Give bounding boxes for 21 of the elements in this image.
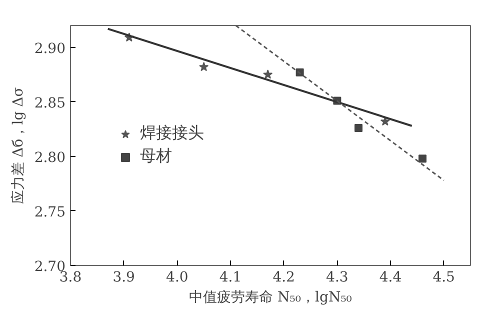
x-tick-label: 4.5 xyxy=(432,270,455,286)
legend-label: 母材 xyxy=(140,146,172,167)
x-tick-label: 4.4 xyxy=(379,270,402,286)
y-axis-title: 应力差 Δб，lg Δσ xyxy=(10,86,26,204)
point xyxy=(263,70,273,79)
x-tick-label: 4.2 xyxy=(272,270,295,286)
x-axis-title: 中值疲劳寿命 N₅₀，lgN₅₀ xyxy=(189,290,352,306)
legend-label: 焊接接头 xyxy=(140,123,204,144)
y-tick-label: 2.85 xyxy=(34,95,66,112)
y-tick-label: 2.75 xyxy=(34,204,66,220)
y-tick-label: 2.80 xyxy=(34,150,66,166)
x-tick-label: 4.3 xyxy=(326,270,348,286)
point xyxy=(380,116,390,126)
y-tick-label: 2.90 xyxy=(34,40,66,57)
point xyxy=(354,124,362,132)
x-tick-label: 4.1 xyxy=(219,270,242,286)
x-tick-label: 4.0 xyxy=(166,270,188,286)
point xyxy=(418,154,426,163)
x-tick-label: 3.8 xyxy=(59,270,82,286)
x-tick-label: 3.9 xyxy=(112,270,135,286)
point xyxy=(199,62,209,72)
